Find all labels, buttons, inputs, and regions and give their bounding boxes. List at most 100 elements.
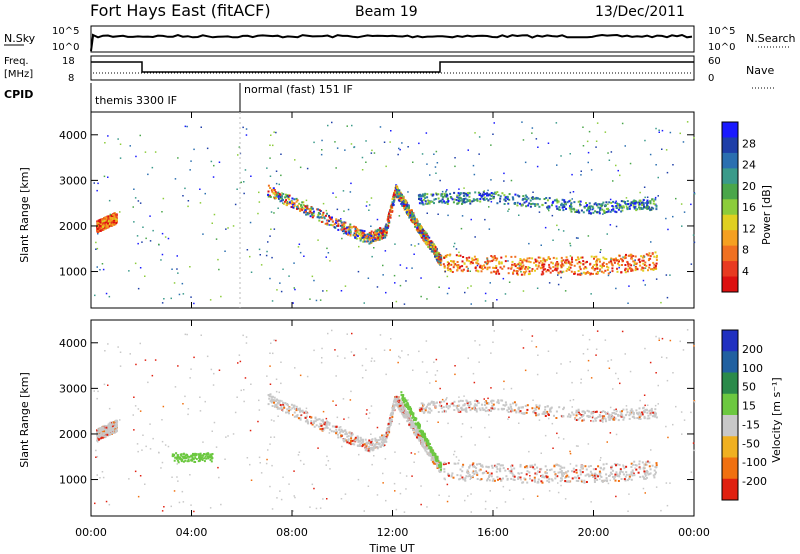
nsky-tick-bottom: 10^0 <box>52 42 79 53</box>
data-cell <box>475 409 478 411</box>
data-cell <box>511 196 514 199</box>
data-cell <box>278 401 281 404</box>
scatter-cell <box>273 228 276 230</box>
data-cell <box>541 263 544 266</box>
scatter-cell <box>649 153 652 156</box>
data-cell <box>649 200 652 203</box>
data-cell <box>319 212 321 215</box>
data-cell <box>343 440 346 443</box>
data-cell <box>344 227 347 230</box>
data-cell <box>471 262 474 265</box>
data-cell <box>113 221 115 224</box>
data-cell <box>293 202 296 205</box>
data-cell <box>638 203 641 206</box>
data-cell <box>564 202 567 205</box>
data-cell <box>649 468 652 471</box>
data-cell <box>381 444 384 446</box>
data-cell <box>293 407 296 410</box>
data-cell <box>423 240 426 243</box>
scatter-cell <box>281 192 283 194</box>
data-cell <box>613 416 616 419</box>
data-cell <box>572 207 575 210</box>
data-cell <box>313 425 316 428</box>
data-cell <box>392 195 395 198</box>
data-cell <box>368 238 371 241</box>
data-cell <box>456 474 459 477</box>
data-cell <box>551 201 554 204</box>
data-cell <box>384 225 387 228</box>
data-cell <box>366 233 369 236</box>
data-cell <box>278 197 280 200</box>
data-cell <box>480 196 483 199</box>
data-cell <box>496 463 499 466</box>
scatter-cell <box>644 267 647 269</box>
data-cell <box>535 473 538 476</box>
data-cell <box>655 462 658 465</box>
data-cell <box>534 260 537 263</box>
data-cell <box>368 439 371 442</box>
data-cell <box>527 204 530 207</box>
data-cell <box>512 474 515 477</box>
data-cell <box>609 471 612 474</box>
data-cell <box>618 260 620 263</box>
data-cell <box>525 411 528 414</box>
data-cell <box>106 224 109 227</box>
scatter-cell <box>292 302 294 304</box>
data-cell <box>490 271 493 274</box>
data-cell <box>442 463 445 466</box>
scatter-cell <box>358 245 360 248</box>
data-cell <box>594 210 597 213</box>
data-cell <box>603 467 606 470</box>
scatter-cell <box>435 150 438 153</box>
data-cell <box>553 465 556 468</box>
data-cell <box>586 270 589 273</box>
data-cell <box>493 267 496 269</box>
data-cell <box>347 435 350 438</box>
data-cell <box>423 232 426 235</box>
data-cell <box>585 267 588 270</box>
data-cell <box>364 235 367 238</box>
data-cell <box>403 206 406 209</box>
data-cell <box>578 265 581 268</box>
data-cell <box>587 206 590 209</box>
data-cell <box>440 400 443 403</box>
data-cell <box>589 415 592 418</box>
data-cell <box>622 259 624 262</box>
cpid-seg-2: normal (fast) 151 IF <box>244 83 353 96</box>
data-cell <box>437 197 440 200</box>
data-cell <box>329 428 332 431</box>
data-cell <box>617 413 619 416</box>
data-cell <box>584 412 586 414</box>
data-cell <box>487 402 490 404</box>
scatter-cell <box>119 157 122 159</box>
data-cell <box>440 255 443 257</box>
data-cell <box>295 409 298 412</box>
data-cell <box>430 409 433 412</box>
data-cell <box>326 222 329 225</box>
data-cell <box>403 411 405 413</box>
scatter-cell <box>370 197 373 199</box>
scatter-cell <box>173 282 176 284</box>
data-cell <box>559 264 562 267</box>
data-cell <box>402 414 405 417</box>
data-cell <box>646 199 649 202</box>
data-cell <box>523 477 526 480</box>
data-cell <box>387 225 390 228</box>
scatter-cell <box>315 299 318 302</box>
scatter-cell <box>320 153 323 156</box>
data-cell <box>436 251 439 254</box>
data-cell <box>647 473 650 476</box>
colorbar-swatch <box>722 137 738 154</box>
data-cell <box>360 438 363 441</box>
data-cell <box>594 419 597 422</box>
data-cell <box>389 211 392 214</box>
data-cell <box>537 265 540 268</box>
data-cell <box>439 470 442 473</box>
data-cell <box>638 201 641 204</box>
scatter-cell <box>186 125 188 128</box>
scatter-cell <box>311 275 314 278</box>
data-cell <box>497 194 500 197</box>
scatter-cell <box>665 217 667 220</box>
data-cell <box>516 267 519 269</box>
data-cell <box>421 228 424 231</box>
